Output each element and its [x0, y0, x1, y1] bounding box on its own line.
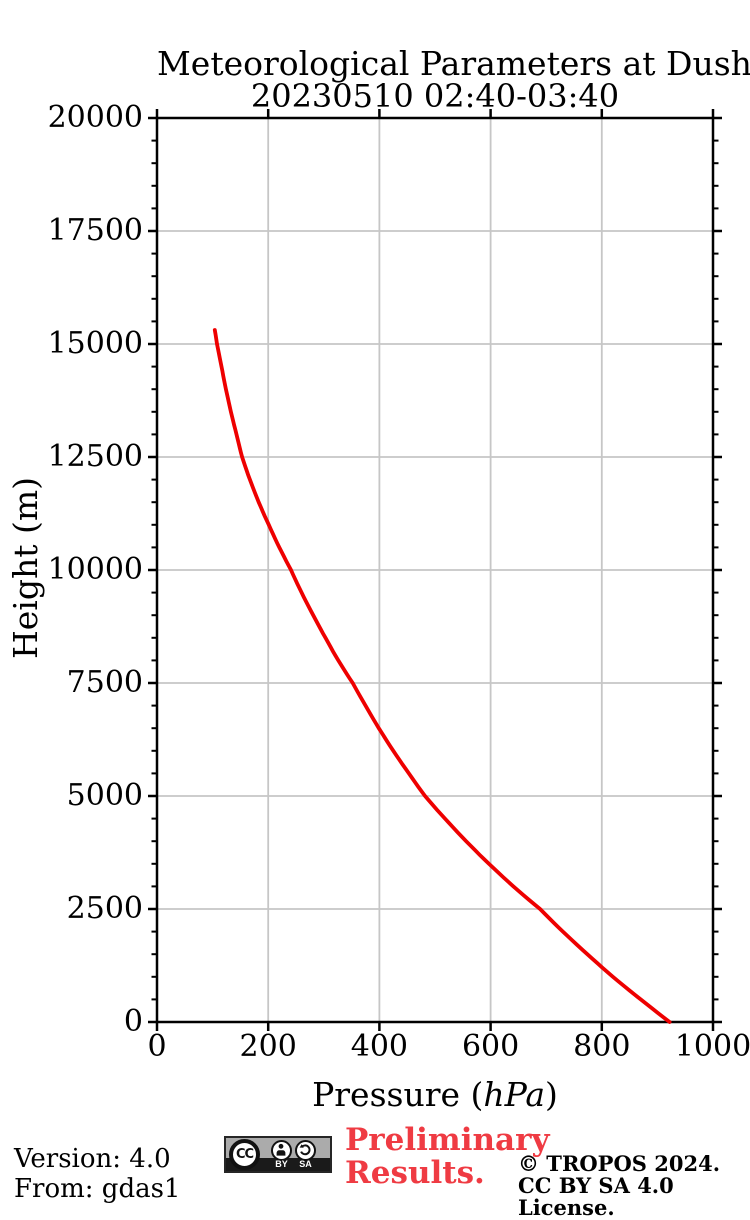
source-line: From: gdas1 [14, 1174, 181, 1204]
x-tick-label: 800 [573, 1029, 631, 1064]
y-tick-label: 17500 [47, 213, 143, 248]
y-tick-label: 20000 [47, 100, 143, 135]
cc-sa-label: SA [299, 1159, 312, 1169]
pressure-height-profile-curve [212, 328, 672, 1024]
y-tick-label: 12500 [47, 439, 143, 474]
copyright-block: © TROPOS 2024. CC BY SA 4.0 License. [518, 1153, 750, 1219]
x-tick-label: 400 [350, 1029, 409, 1064]
cc-logo-icon: CC [229, 1139, 260, 1170]
x-axis-label-suffix: ) [545, 1075, 558, 1114]
chart-subtitle: 20230510 02:40-03:40 [250, 77, 620, 115]
x-axis-label: Pressure (hPa) [157, 1076, 713, 1114]
cc-sa-arrow-icon [295, 1140, 316, 1161]
y-tick-label: 10000 [47, 552, 143, 587]
cc-license-badge: CC BY SA [224, 1136, 332, 1173]
y-tick-label: 2500 [66, 891, 143, 926]
y-tick-label: 15000 [47, 326, 143, 361]
x-tick-label: 600 [461, 1029, 520, 1064]
cc-by-person-icon [271, 1140, 292, 1161]
x-tick-label: 200 [239, 1029, 297, 1064]
chart-title: Meteorological Parameters at Dushanbe [157, 44, 750, 83]
cc-by-label: BY [275, 1159, 288, 1169]
version-block: Version: 4.0 From: gdas1 [14, 1144, 180, 1204]
y-tick-label: 0 [123, 1004, 143, 1039]
copyright-line2: CC BY SA 4.0 License. [518, 1173, 674, 1220]
x-tick-label: 1000 [674, 1029, 750, 1064]
preliminary-line2: Results. [345, 1155, 485, 1191]
preliminary-results-note: Preliminary Results. [345, 1124, 549, 1190]
y-tick-label: 5000 [66, 778, 143, 813]
copyright-line1: © TROPOS 2024. [518, 1151, 721, 1176]
preliminary-line1: Preliminary [345, 1122, 550, 1158]
plot-frame [155, 116, 715, 1024]
y-tick-label: 7500 [66, 665, 143, 700]
x-axis-label-unit: hPa [483, 1075, 546, 1114]
x-tick-label: 0 [147, 1029, 167, 1064]
version-line: Version: 4.0 [14, 1144, 171, 1174]
y-axis-label: Height (m) [6, 476, 45, 660]
x-axis-label-prefix: Pressure ( [312, 1075, 484, 1114]
